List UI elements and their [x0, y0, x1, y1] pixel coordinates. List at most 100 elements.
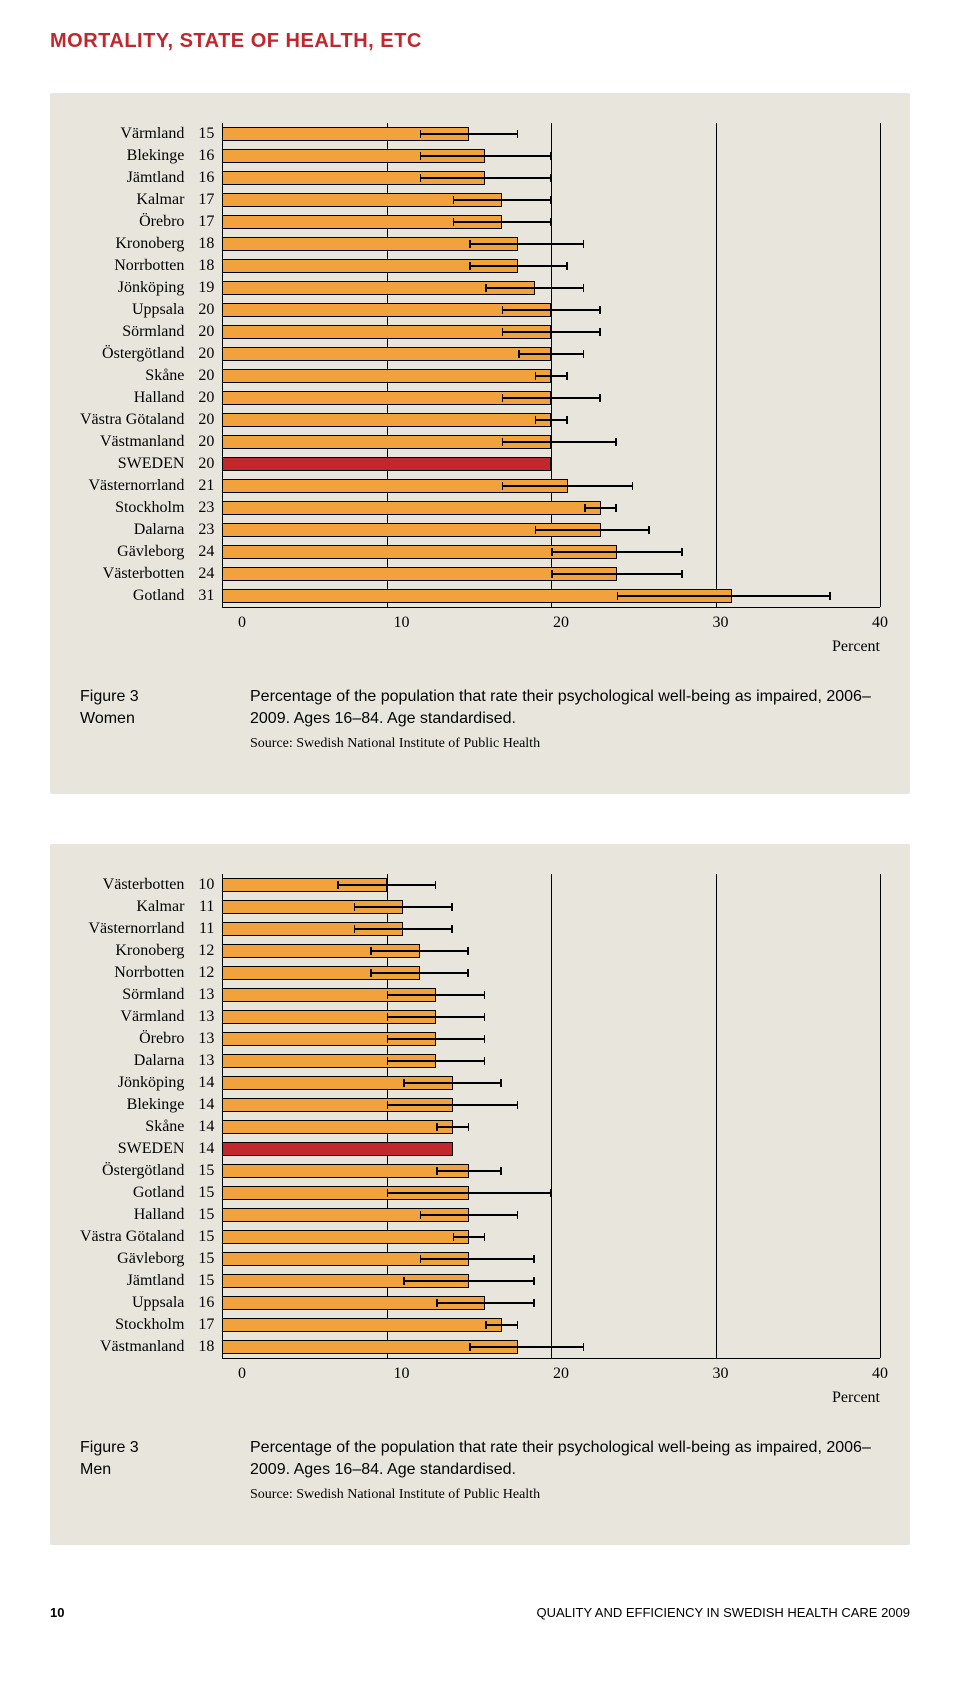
- bar-row: [222, 940, 880, 962]
- error-bar: [535, 419, 568, 421]
- error-bar: [370, 972, 469, 974]
- row-value: 11: [196, 896, 214, 918]
- bar-row: [222, 1138, 880, 1160]
- row-value: 18: [196, 255, 214, 277]
- bar-row: [222, 233, 880, 255]
- row-value: 15: [196, 123, 214, 145]
- page-footer: 10 QUALITY AND EFFICIENCY IN SWEDISH HEA…: [0, 1595, 960, 1640]
- bar: [222, 413, 551, 427]
- error-bar: [502, 485, 634, 487]
- row-value: 12: [196, 940, 214, 962]
- row-label: Örebro: [80, 211, 184, 233]
- bar-row: [222, 475, 880, 497]
- bar: [222, 369, 551, 383]
- row-label: Gotland: [80, 585, 184, 607]
- row-value: 15: [196, 1204, 214, 1226]
- women-caption-text: Percentage of the population that rate t…: [250, 686, 880, 729]
- bar-row: [222, 1006, 880, 1028]
- error-bar: [420, 177, 552, 179]
- row-label: Uppsala: [80, 299, 184, 321]
- error-bar: [420, 1258, 535, 1260]
- row-value: 17: [196, 1314, 214, 1336]
- men-source: Source: Swedish National Institute of Pu…: [250, 1486, 880, 1505]
- bar: [222, 1318, 501, 1332]
- bar-row: [222, 519, 880, 541]
- row-label: Gävleborg: [80, 541, 184, 563]
- row-value: 19: [196, 277, 214, 299]
- error-bar: [502, 331, 601, 333]
- bar-row: [222, 365, 880, 387]
- row-label: Skåne: [80, 1116, 184, 1138]
- x-tick: 30: [713, 1365, 729, 1383]
- row-label: Västra Götaland: [80, 1226, 184, 1248]
- grid-line: [880, 123, 881, 607]
- error-bar: [354, 906, 453, 908]
- row-value: 16: [196, 167, 214, 189]
- error-bar: [535, 529, 650, 531]
- bar-row: [222, 1204, 880, 1226]
- bar-row: [222, 1292, 880, 1314]
- men-axis-label: Percent: [242, 1389, 880, 1407]
- row-value: 23: [196, 497, 214, 519]
- row-label: Jämtland: [80, 167, 184, 189]
- row-value: 16: [196, 1292, 214, 1314]
- row-label: Sörmland: [80, 984, 184, 1006]
- row-value: 18: [196, 233, 214, 255]
- error-bar: [387, 994, 486, 996]
- x-tick: 20: [553, 614, 569, 632]
- bar-row: [222, 211, 880, 233]
- error-bar: [584, 507, 617, 509]
- row-label: Västernorrland: [80, 475, 184, 497]
- bar: [222, 347, 551, 361]
- section-title: MORTALITY, STATE OF HEALTH, ETC: [50, 30, 910, 53]
- row-value: 15: [196, 1226, 214, 1248]
- women-source: Source: Swedish National Institute of Pu…: [250, 735, 880, 754]
- row-label: Västmanland: [80, 1336, 184, 1358]
- row-value: 21: [196, 475, 214, 497]
- bar-row: [222, 1116, 880, 1138]
- bar-row: [222, 874, 880, 896]
- men-caption-text: Percentage of the population that rate t…: [250, 1437, 880, 1480]
- row-label: Västerbotten: [80, 874, 184, 896]
- row-label: Värmland: [80, 123, 184, 145]
- error-bar: [403, 1082, 502, 1084]
- error-bar: [535, 375, 568, 377]
- bar-row: [222, 145, 880, 167]
- x-tick: 10: [394, 614, 410, 632]
- x-tick: 0: [238, 1365, 246, 1383]
- women-x-axis: 010203040: [242, 614, 880, 636]
- page-number: 10: [50, 1605, 64, 1620]
- row-value: 14: [196, 1094, 214, 1116]
- row-label: Halland: [80, 1204, 184, 1226]
- row-value: 17: [196, 211, 214, 233]
- error-bar: [387, 1192, 551, 1194]
- bar-row: [222, 255, 880, 277]
- bar-row: [222, 431, 880, 453]
- bar-row: [222, 1160, 880, 1182]
- row-label: Blekinge: [80, 145, 184, 167]
- men-x-axis: 010203040: [242, 1365, 880, 1387]
- bar-row: [222, 1226, 880, 1248]
- row-value: 16: [196, 145, 214, 167]
- row-label: Norrbotten: [80, 255, 184, 277]
- bar-row: [222, 497, 880, 519]
- bar-row: [222, 277, 880, 299]
- row-value: 14: [196, 1116, 214, 1138]
- bar: [222, 1142, 452, 1156]
- x-tick: 0: [238, 614, 246, 632]
- row-value: 20: [196, 387, 214, 409]
- error-bar: [469, 265, 568, 267]
- row-label: Gotland: [80, 1182, 184, 1204]
- error-bar: [453, 221, 552, 223]
- error-bar: [502, 441, 617, 443]
- bar-row: [222, 1336, 880, 1358]
- x-tick: 40: [872, 614, 888, 632]
- row-label: Kronoberg: [80, 233, 184, 255]
- row-label: Halland: [80, 387, 184, 409]
- row-label: Gävleborg: [80, 1248, 184, 1270]
- row-label: Dalarna: [80, 1050, 184, 1072]
- row-value: 17: [196, 189, 214, 211]
- row-label: Kronoberg: [80, 940, 184, 962]
- women-bars: [222, 123, 880, 607]
- x-tick: 40: [872, 1365, 888, 1383]
